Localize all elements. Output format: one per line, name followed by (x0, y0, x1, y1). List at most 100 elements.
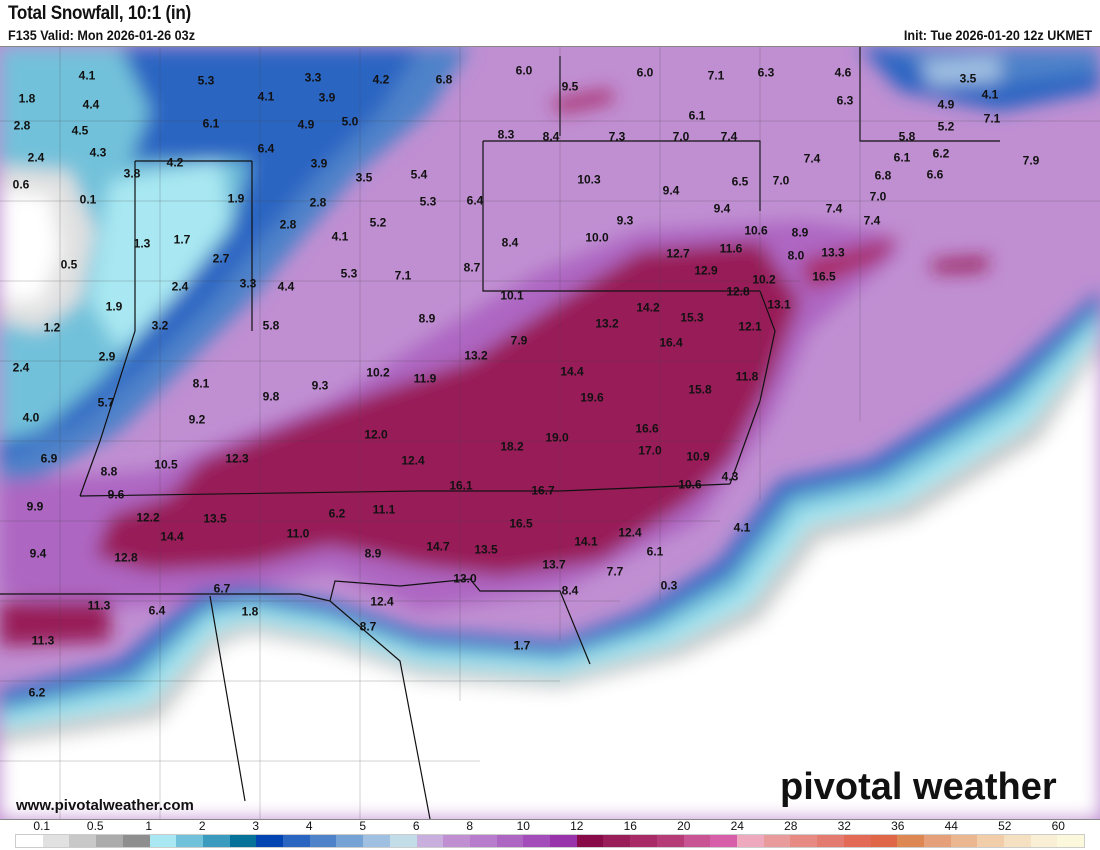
snowfall-value-label: 2.8 (309, 195, 327, 210)
snowfall-value-label: 8.4 (501, 235, 519, 250)
colorbar-tick-label: 8 (466, 819, 474, 833)
snowfall-value-label: 8.9 (364, 546, 382, 561)
snowfall-value-label: 6.1 (202, 116, 220, 131)
snowfall-value-label: 8.4 (542, 129, 560, 144)
snowfall-value-label: 7.9 (510, 333, 528, 348)
snowfall-value-label: 5.2 (937, 119, 955, 134)
colorbar-tick-label: 10 (516, 819, 530, 833)
snowfall-value-label: 4.1 (331, 229, 349, 244)
snowfall-value-label: 12.3 (225, 451, 249, 466)
colorbar-swatch (309, 835, 337, 847)
pivotal-weather-logo: pivotal weather (780, 766, 1057, 808)
colorbar-tick-label: 3 (252, 819, 260, 833)
colorbar-swatch (870, 835, 898, 847)
snowfall-value-label: 8.9 (418, 311, 436, 326)
snowfall-value-label: 7.9 (1022, 153, 1040, 168)
colorbar-swatch (977, 835, 1005, 847)
snowfall-value-label: 9.8 (262, 389, 280, 404)
snowfall-value-label: 13.1 (767, 297, 791, 312)
snowfall-value-label: 14.4 (560, 364, 584, 379)
snowfall-value-label: 0.3 (660, 578, 678, 593)
snowfall-value-label: 2.8 (13, 118, 31, 133)
snowfall-value-label: 12.4 (618, 525, 642, 540)
snowfall-value-label: 2.4 (27, 150, 45, 165)
snowfall-value-label: 6.1 (688, 108, 706, 123)
colorbar-tick-label: 2 (198, 819, 206, 833)
county-borders (0, 47, 1100, 819)
snowfall-value-label: 9.4 (713, 201, 731, 216)
snowfall-value-label: 4.2 (166, 155, 184, 170)
snowfall-value-label: 10.2 (366, 365, 390, 380)
snowfall-value-label: 1.7 (513, 638, 531, 653)
snowfall-value-label: 2.7 (212, 251, 230, 266)
snowfall-value-label: 2.8 (279, 217, 297, 232)
snowfall-value-label: 6.8 (874, 168, 892, 183)
snowfall-value-label: 1.2 (43, 320, 61, 335)
snowfall-value-label: 4.6 (834, 65, 852, 80)
snowfall-value-label: 4.9 (937, 97, 955, 112)
colorbar-swatch (42, 835, 70, 847)
colorbar-tick-label: 4 (305, 819, 313, 833)
snowfall-value-label: 16.5 (509, 516, 533, 531)
colorbar-swatch (1030, 835, 1058, 847)
snowfall-value-label: 8.0 (787, 248, 805, 263)
snowfall-value-label: 14.4 (160, 529, 184, 544)
snowfall-value-label: 1.7 (173, 232, 191, 247)
valid-time: F135 Valid: Mon 2026-01-26 03z (8, 27, 195, 43)
snowfall-value-label: 10.2 (752, 272, 776, 287)
colorbar-swatch (656, 835, 684, 847)
colorbar-swatch (630, 835, 657, 847)
snowfall-value-label: 6.8 (435, 72, 453, 87)
state-borders (0, 47, 1000, 819)
snowfall-value-label: 1.9 (227, 191, 245, 206)
colorbar (15, 834, 1085, 848)
colorbar-swatch (523, 835, 551, 847)
colorbar-swatch (603, 835, 631, 847)
snowfall-value-label: 5.0 (341, 114, 359, 129)
colorbar-tick-label: 0.1 (33, 819, 51, 833)
colorbar-swatch (710, 835, 737, 847)
website-url[interactable]: www.pivotalweather.com (16, 797, 194, 814)
snowfall-value-label: 4.3 (721, 469, 739, 484)
snowfall-value-label: 4.9 (297, 117, 315, 132)
snowfall-value-label: 6.2 (328, 506, 346, 521)
snowfall-value-label: 5.2 (369, 215, 387, 230)
snowfall-value-label: 6.1 (893, 150, 911, 165)
colorbar-swatch (817, 835, 844, 847)
colorbar-swatch (283, 835, 310, 847)
snowfall-value-label: 13.2 (595, 316, 619, 331)
snowfall-value-label: 9.5 (561, 79, 579, 94)
colorbar-tick-label: 6 (412, 819, 420, 833)
snowfall-value-label: 2.4 (171, 279, 189, 294)
snowfall-value-label: 8.9 (791, 225, 809, 240)
snowfall-value-label: 3.9 (310, 156, 328, 171)
snowfall-value-label: 13.5 (474, 542, 498, 557)
colorbar-tick-label: 12 (570, 819, 584, 833)
snowfall-value-label: 7.3 (608, 129, 626, 144)
colorbar-swatch (469, 835, 497, 847)
snowfall-value-label: 4.4 (82, 97, 100, 112)
snowfall-value-label: 13.7 (542, 557, 566, 572)
snowfall-value-label: 12.4 (401, 453, 425, 468)
snowfall-value-label: 6.4 (466, 193, 484, 208)
snowfall-value-label: 7.1 (707, 68, 725, 83)
colorbar-swatch (69, 835, 97, 847)
snowfall-value-label: 5.3 (340, 266, 358, 281)
colorbar-swatch (736, 835, 764, 847)
snowfall-value-label: 3.3 (239, 276, 257, 291)
snowfall-value-label: 0.6 (12, 177, 30, 192)
colorbar-tick-label: 36 (891, 819, 905, 833)
colorbar-swatch (16, 835, 43, 847)
snowfall-value-label: 4.2 (372, 72, 390, 87)
map-title: Total Snowfall, 10:1 (in) (8, 3, 191, 24)
snowfall-value-label: 6.0 (636, 65, 654, 80)
snowfall-value-label: 3.9 (318, 90, 336, 105)
snowfall-value-label: 12.4 (370, 594, 394, 609)
colorbar-swatch (790, 835, 818, 847)
colorbar-tick-label: 16 (623, 819, 637, 833)
snowfall-value-label: 4.3 (89, 145, 107, 160)
snowfall-value-label: 6.0 (515, 63, 533, 78)
snowfall-value-label: 3.5 (355, 170, 373, 185)
snowfall-value-label: 6.4 (148, 603, 166, 618)
snowfall-value-label: 9.6 (107, 487, 125, 502)
